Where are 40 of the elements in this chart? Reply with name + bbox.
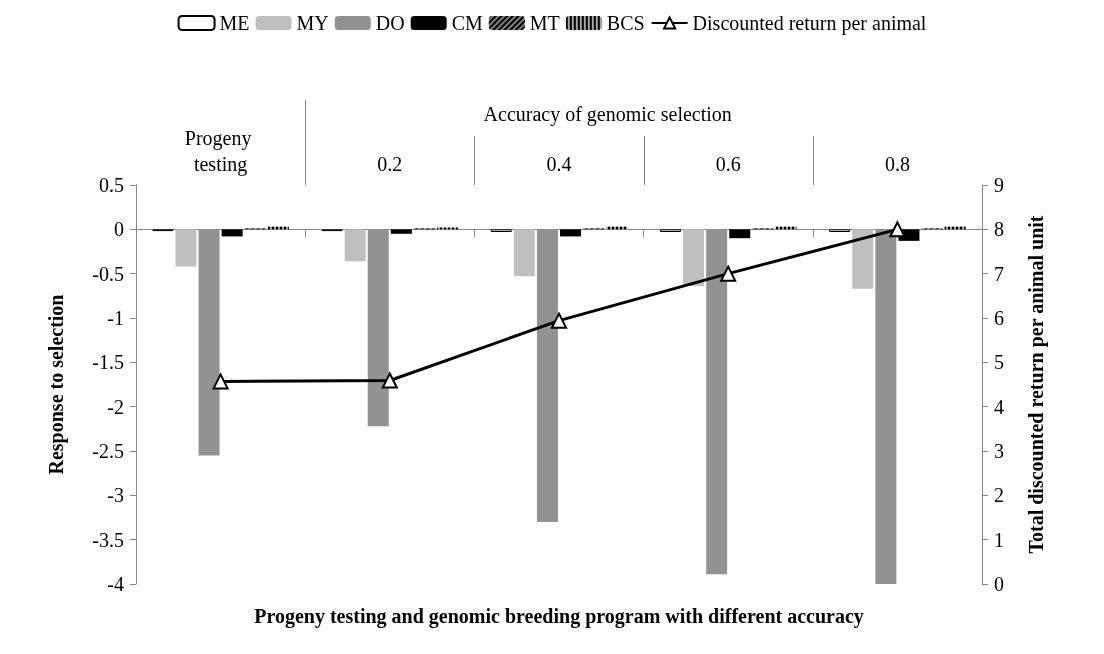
x-tick-label: Progeny testing: [184, 127, 257, 176]
y2-tick-label: 6: [994, 307, 1004, 329]
y-tick-label: -3: [107, 484, 124, 507]
y-axis-title: Response to selection: [45, 294, 68, 475]
y-tick-label: -3.5: [92, 528, 124, 551]
x-tick-label: 0.2: [377, 153, 403, 175]
y-tick-label: -1: [107, 307, 124, 329]
point: [212, 373, 229, 390]
y2-tick-label: 9: [994, 174, 1004, 196]
y-tick-label: 0.5: [99, 174, 124, 196]
point: [551, 312, 567, 329]
legend-label: BCS: [606, 12, 645, 34]
text: Accuracy of genomic selection: [483, 103, 732, 126]
y2-tick-label: 2: [994, 484, 1004, 507]
point: [381, 372, 398, 389]
legend-label: DO: [375, 12, 405, 34]
y-tick-label: 0: [114, 218, 124, 241]
legend-label: Discounted return per animal: [692, 12, 927, 35]
y-tick-label: -2: [107, 395, 124, 418]
legend-label: MY: [296, 12, 329, 34]
y-tick-label: -0.5: [92, 262, 124, 285]
y2-axis-title: Total discounted return per animal unit: [1025, 215, 1048, 554]
y2-tick-label: 4: [994, 395, 1004, 418]
legend-label: CM: [451, 12, 484, 34]
point: [720, 265, 737, 282]
x-axis-title: Progeny testing and genomic breeding program with different accuracy: [254, 605, 864, 628]
x-tick-label: 0.4: [546, 153, 572, 175]
y2-tick-label: 7: [994, 262, 1004, 285]
x-tick-label: 0.6: [715, 153, 741, 175]
y-tick-label: -1.5: [92, 351, 124, 374]
legend-label: ME: [219, 12, 250, 34]
y-tick-label: -2.5: [92, 440, 124, 462]
y2-tick-label: 5: [994, 351, 1004, 374]
y2-tick-label: 3: [994, 440, 1004, 462]
x-tick-label: 0.8: [884, 153, 910, 175]
y2-tick-label: 1: [994, 528, 1004, 551]
y-tick-label: -4: [107, 573, 124, 595]
y2-tick-label: 0: [994, 573, 1004, 595]
y2-tick-label: 8: [994, 218, 1004, 241]
legend-label: MT: [529, 12, 560, 34]
